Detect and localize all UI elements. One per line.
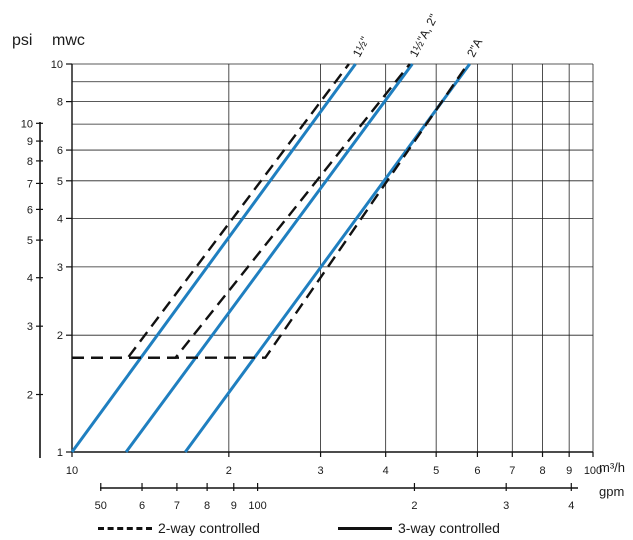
gpm-unit: gpm [599, 484, 624, 499]
grid [71, 63, 594, 453]
x-top-tick-label: 8 [539, 465, 545, 477]
mwc-tick-label: 8 [57, 97, 63, 109]
x-top-tick-label: 9 [566, 465, 572, 477]
x-top-tick-label: 3 [318, 465, 324, 477]
psi-tick-label: 9 [27, 136, 33, 148]
x-top-tick-label: 2 [226, 465, 232, 477]
mwc-tick-label: 10 [51, 59, 63, 71]
mwc-tick-label: 1 [57, 447, 63, 459]
gpm-tick-label: 2 [411, 500, 417, 512]
psi-tick-label: 2 [27, 390, 33, 402]
x-top-tick-label: 100 [584, 465, 602, 477]
series-dashed-line [72, 63, 469, 359]
gpm-tick-label: 8 [204, 500, 210, 512]
x-top-unit: m³/h [599, 460, 625, 475]
gpm-tick-label: 7 [174, 500, 180, 512]
psi-tick-label: 7 [27, 178, 33, 190]
dashed-line-swatch [98, 526, 152, 530]
gpm-tick-label: 3 [503, 500, 509, 512]
series-solid-line [124, 63, 414, 453]
series-lines [70, 63, 471, 453]
x-top-tick-label: 6 [474, 465, 480, 477]
psi-tick-label: 6 [27, 204, 33, 216]
series-labels: 1½" 1½"A, 2" 2"A [350, 12, 486, 60]
x-top-tick-label: 10 [66, 465, 78, 477]
x-top-tick-label: 7 [509, 465, 515, 477]
series-solid-line [184, 63, 471, 453]
psi-tick-label: 5 [27, 235, 33, 247]
psi-axis-unit: psi [12, 32, 33, 49]
series-label: 1½" [350, 34, 372, 59]
x-top-tick-label: 5 [433, 465, 439, 477]
series-label: 1½"A, 2" [407, 12, 441, 60]
psi-tick-label: 8 [27, 156, 33, 168]
psi-tick-label: 10 [21, 118, 33, 130]
legend-3-way: 3-way controlled [338, 520, 500, 536]
gpm-tick-label: 4 [568, 500, 574, 512]
gpm-tick-label: 9 [231, 500, 237, 512]
gpm-tick-label: 6 [139, 500, 145, 512]
series-solid-line [70, 63, 357, 453]
mwc-tick-label: 5 [57, 176, 63, 188]
gpm-tick-label: 100 [248, 500, 266, 512]
solid-line-swatch [338, 526, 392, 530]
psi-tick-label: 3 [27, 321, 33, 333]
mwc-tick-label: 2 [57, 330, 63, 342]
mwc-tick-label: 6 [57, 145, 63, 157]
mwc-tick-label: 3 [57, 262, 63, 274]
series-dashed-line [72, 63, 411, 359]
legend-label-2-way: 2-way controlled [158, 520, 260, 536]
x-top-tick-label: 4 [383, 465, 389, 477]
legend-label-3-way: 3-way controlled [398, 520, 500, 536]
series-label: 2"A [464, 36, 485, 59]
mwc-axis-unit: mwc [52, 32, 85, 49]
mwc-tick-label: 4 [57, 213, 63, 225]
gpm-tick-label: 50 [95, 500, 107, 512]
legend-2-way: 2-way controlled [98, 520, 260, 536]
psi-tick-label: 4 [27, 273, 33, 285]
